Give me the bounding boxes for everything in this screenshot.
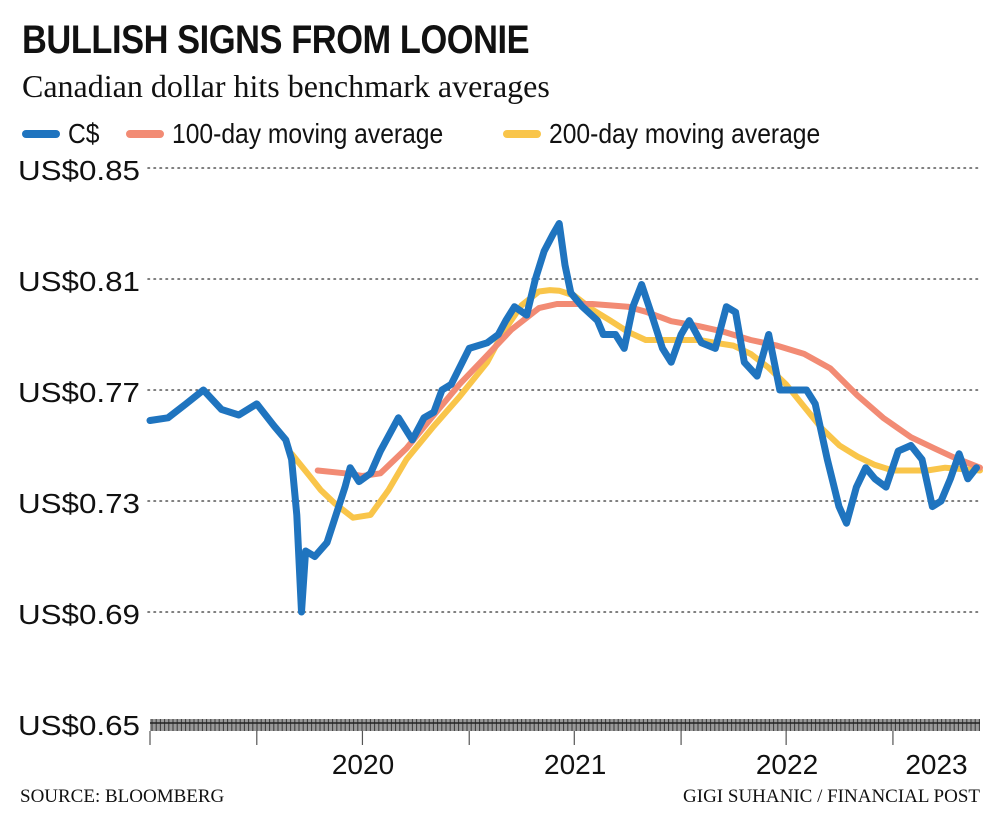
y-tick-label: US$0.73 <box>18 488 140 519</box>
legend-label-cad: C$ <box>68 118 100 149</box>
legend-item-200-day: 200-day moving average <box>502 114 857 154</box>
y-axis-tick-labels: US$0.65 US$0.69 US$0.73 US$0.77 US$0.81 US$0.… <box>18 155 140 741</box>
credit-note: GIGI SUHANIC / FINANCIAL POST <box>683 786 980 807</box>
x-axis-tick-labels: 2020 2021 2022 2023 <box>332 749 968 780</box>
y-tick-label: US$0.69 <box>18 599 140 630</box>
x-axis <box>149 719 980 745</box>
legend-item-100-day: 100-day moving average <box>126 114 480 154</box>
legend-label-200-day: 200-day moving average <box>548 118 821 149</box>
series-line-100-day-ma <box>314 301 983 479</box>
x-tick-label: 2021 <box>544 749 606 780</box>
x-tick-label: 2020 <box>332 749 394 780</box>
grid-lines <box>147 167 981 613</box>
legend-label-100-day: 100-day moving average <box>172 118 444 149</box>
x-axis-strip <box>150 719 980 731</box>
y-tick-label: US$0.85 <box>18 155 140 186</box>
chart-subtitle: Canadian dollar hits benchmark averages <box>22 68 550 104</box>
x-axis-minor-ticks <box>151 719 980 731</box>
y-tick-label: US$0.81 <box>18 266 140 297</box>
legend-swatch-100-day <box>126 130 165 138</box>
chart-title: BULLISH SIGNS FROM LOONIE <box>22 18 530 62</box>
legend: C$ 100-day moving average 200-day moving… <box>22 114 875 154</box>
y-tick-label: US$0.77 <box>18 377 140 408</box>
x-tick-label: 2022 <box>756 749 818 780</box>
legend-item-cad: C$ <box>22 114 104 154</box>
source-note: SOURCE: BLOOMBERG <box>20 786 225 807</box>
x-tick-label: 2023 <box>905 749 967 780</box>
series-lines <box>146 220 983 616</box>
legend-swatch-cad <box>22 130 60 138</box>
line-chart: US$0.65 US$0.69 US$0.73 US$0.77 US$0.81 US$0.… <box>18 155 983 780</box>
y-tick-label: US$0.65 <box>18 710 140 741</box>
legend-swatch-200-day <box>502 130 541 138</box>
series-line-cad <box>146 220 980 616</box>
